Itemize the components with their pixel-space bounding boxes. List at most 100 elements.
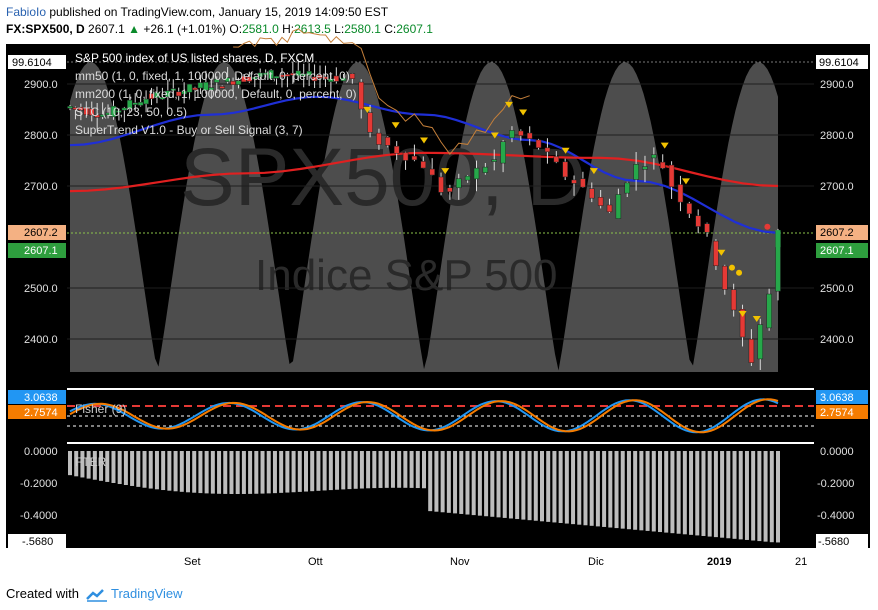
fter-bar <box>223 451 228 494</box>
fter-bar <box>173 451 178 492</box>
fter-bar <box>682 451 687 535</box>
candle-body <box>219 86 225 89</box>
candle-body <box>328 78 334 83</box>
candle-body <box>464 175 471 181</box>
tick-left-2700: 2700.0 <box>24 181 58 193</box>
fter-bar <box>527 451 532 521</box>
time-label-set: Set <box>184 556 201 568</box>
fter-bar <box>521 451 526 520</box>
time-label-dic: Dic <box>588 556 604 568</box>
fter-bar <box>198 451 203 494</box>
fisher-label[interactable]: Fisher (9) <box>75 402 126 416</box>
fter-label[interactable]: FTER <box>75 455 107 469</box>
candle-body <box>393 145 400 154</box>
fisher-orange-tag-left <box>8 405 66 419</box>
top-value-tag-right <box>816 55 868 69</box>
fter-bar <box>471 451 476 516</box>
fter-bar <box>422 451 426 489</box>
sell-signal-marker <box>738 310 747 317</box>
sell-signal-marker <box>490 132 499 139</box>
candle-body <box>165 90 171 98</box>
tick-right-2400: 2400.0 <box>820 334 854 346</box>
fter-bar <box>744 451 749 540</box>
candle-body <box>78 106 84 111</box>
symbol-name[interactable]: FX:SPX500, D <box>6 22 85 36</box>
legend-mm50[interactable]: mm50 (1, 0, fixed, 1, 100000, Default, 0… <box>75 69 350 83</box>
legend-supertrend[interactable]: SuperTrend V1.0 - Buy or Sell Signal (3,… <box>75 123 303 137</box>
fter-bar <box>322 451 327 491</box>
publish-info: published on TradingView.com, January 15… <box>49 5 389 19</box>
fter-bar <box>210 451 215 494</box>
red-signal-dot <box>764 223 771 230</box>
candle-body <box>121 107 128 111</box>
candle-body <box>367 112 373 133</box>
candle-body <box>651 154 657 159</box>
fter-bar <box>372 451 377 489</box>
fisher-indicator: Fisher (9) 3.0638 2.7574 3.0638 2.7574 <box>8 390 868 434</box>
fter-bar <box>558 451 563 523</box>
candles <box>67 59 781 370</box>
candle-body <box>420 161 427 169</box>
last-price: 2607.1 <box>88 22 125 36</box>
fter-bar <box>105 451 110 482</box>
candle-body <box>358 81 364 110</box>
close-value: 2607.1 <box>396 22 433 36</box>
fter-bar <box>291 451 296 493</box>
fter-bar <box>614 451 619 529</box>
candle-body <box>246 76 253 82</box>
fter-bar <box>490 451 495 517</box>
created-with-label: Created with <box>6 586 79 601</box>
candle-body <box>300 73 307 77</box>
fter-bar <box>701 451 706 536</box>
legend-mm200[interactable]: mm200 (1, 0, fixed, 1, 100000, Default, … <box>75 87 357 101</box>
high-label: H: <box>282 22 295 36</box>
candle-body <box>491 159 497 162</box>
fter-bottom-tag-right-text: -.5680 <box>818 536 849 548</box>
sell-signal-marker <box>519 109 528 116</box>
candle-body <box>94 114 100 118</box>
author-link[interactable]: FabioIo <box>6 5 47 19</box>
fter-bar <box>776 451 780 543</box>
candle-body <box>197 82 204 89</box>
fisher-blue-tag-right <box>816 390 868 404</box>
candle-body <box>642 166 648 170</box>
fter-bar <box>658 451 662 533</box>
open-value: 2581.0 <box>242 22 279 36</box>
fter-bar <box>248 451 253 494</box>
candle-body <box>295 70 302 76</box>
candle-body <box>535 139 542 149</box>
candle-body <box>544 147 551 153</box>
candle-body <box>235 80 242 85</box>
candle-body <box>67 106 73 109</box>
chart-legend: S&P 500 index of US listed shares, D, FX… <box>75 51 357 137</box>
fter-bar <box>384 451 389 488</box>
fter-bar <box>645 451 650 531</box>
fisher-blue-line <box>69 398 779 434</box>
fter-bar <box>378 451 383 488</box>
watermark-symbol: SPX500, D <box>180 132 586 223</box>
legend-stc[interactable]: STC (10, 23, 50, 0.5) <box>75 105 187 119</box>
fter-bar <box>670 451 675 534</box>
close-label: C: <box>384 22 397 36</box>
fisher-orange-line <box>69 398 779 434</box>
fter-histogram <box>68 451 780 543</box>
sell-signal-marker <box>420 137 428 144</box>
candle-body <box>597 197 604 206</box>
candle-body <box>695 215 701 227</box>
candle-body <box>677 184 684 203</box>
candle-body <box>713 240 719 267</box>
fter-bar <box>204 451 209 494</box>
candle-body <box>88 108 95 116</box>
candle-body <box>241 75 247 83</box>
tradingview-brand[interactable]: TradingView <box>111 586 183 601</box>
fter-bar <box>136 451 141 487</box>
fter-bar <box>626 451 631 530</box>
legend-series[interactable]: S&P 500 index of US listed shares, D, FX… <box>75 51 314 65</box>
stc-band-path <box>70 62 778 372</box>
candle-body <box>273 76 280 79</box>
fter-bar <box>117 451 122 485</box>
candle-body <box>306 71 312 76</box>
fter-bar <box>515 451 520 520</box>
open-label: O: <box>229 22 243 36</box>
